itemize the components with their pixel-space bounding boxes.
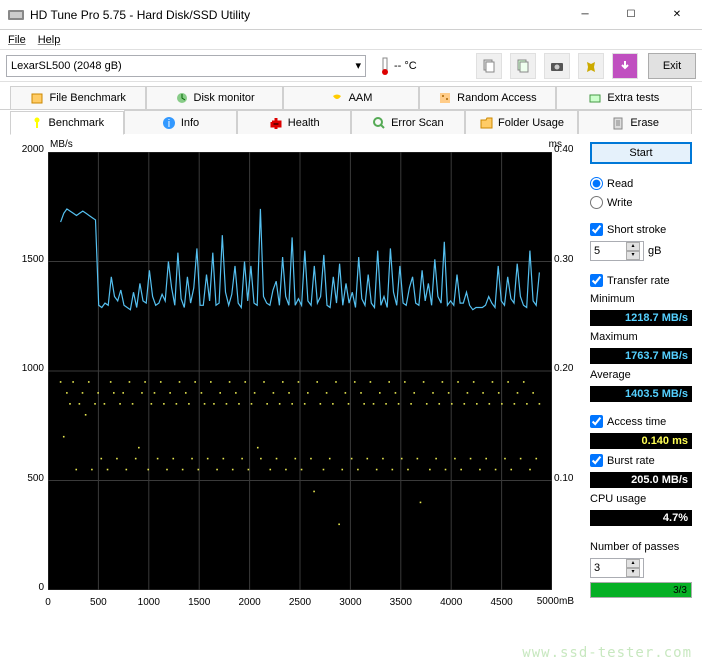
average-label: Average [590, 368, 692, 382]
minimum-value: 1218.7 MB/s [590, 310, 692, 326]
titlebar: HD Tune Pro 5.75 - Hard Disk/SSD Utility… [0, 0, 702, 30]
camera-icon [549, 58, 565, 74]
average-value: 1403.5 MB/s [590, 386, 692, 402]
spin-up-icon[interactable]: ▴ [626, 559, 640, 568]
y-axis-left-label: MB/s [50, 139, 73, 150]
app-icon [8, 7, 24, 23]
start-button[interactable]: Start [590, 142, 692, 164]
temperature-display: -- °C [378, 56, 417, 76]
minimum-label: Minimum [590, 292, 692, 306]
menubar: File Help [0, 30, 702, 50]
menu-file[interactable]: File [8, 34, 26, 46]
tabs-row-top: File BenchmarkDisk monitorAAMRandom Acce… [0, 86, 702, 110]
cpu-usage-label: CPU usage [590, 492, 692, 506]
maximum-label: Maximum [590, 330, 692, 344]
exit-button[interactable]: Exit [648, 53, 696, 79]
read-radio[interactable]: Read [590, 176, 692, 191]
passes-progress: 3/3 [590, 582, 692, 598]
short-stroke-input[interactable]: 5▴▾ [590, 241, 644, 261]
tab-info[interactable]: iInfo [124, 110, 238, 134]
copy-info-button[interactable] [476, 53, 502, 79]
burst-rate-value: 205.0 MB/s [590, 472, 692, 488]
copy-screenshot-icon [515, 58, 531, 74]
tab-random-access[interactable]: Random Access [419, 86, 555, 109]
thermometer-icon [378, 56, 392, 76]
controls-sidebar: Start Read Write Short stroke 5▴▾ gB Tra… [590, 142, 692, 622]
burst-rate-check[interactable]: Burst rate [590, 453, 692, 468]
benchmark-chart: MB/s ms 20001500100050000.400.300.200.10… [10, 142, 580, 622]
minimize-button[interactable]: ─ [562, 0, 608, 30]
svg-text:i: i [168, 118, 170, 130]
options-icon [583, 58, 599, 74]
spin-up-icon[interactable]: ▴ [626, 242, 640, 251]
save-button[interactable] [612, 53, 638, 79]
save-arrow-icon [617, 58, 633, 74]
maximize-button[interactable]: ☐ [608, 0, 654, 30]
tab-file-benchmark[interactable]: File Benchmark [10, 86, 146, 109]
tab-disk-monitor[interactable]: Disk monitor [146, 86, 282, 109]
tab-folder-usage[interactable]: Folder Usage [465, 110, 579, 134]
access-time-check[interactable]: Access time [590, 414, 692, 429]
maximum-value: 1763.7 MB/s [590, 348, 692, 364]
chevron-down-icon: ▾ [355, 59, 361, 72]
options-button[interactable] [578, 53, 604, 79]
short-stroke-check[interactable]: Short stroke [590, 222, 692, 237]
tab-aam[interactable]: AAM [283, 86, 419, 109]
tab-health[interactable]: Health [237, 110, 351, 134]
tab-benchmark[interactable]: Benchmark [10, 111, 124, 135]
screenshot-button[interactable] [544, 53, 570, 79]
copy-info-icon [481, 58, 497, 74]
drive-select-value: LexarSL500 (2048 gB) [11, 60, 122, 72]
short-stroke-unit: gB [648, 245, 661, 257]
copy-screenshot-button[interactable] [510, 53, 536, 79]
close-button[interactable]: ✕ [654, 0, 700, 30]
tab-erase[interactable]: Erase [578, 110, 692, 134]
chart-area: MB/s ms 20001500100050000.400.300.200.10… [10, 142, 580, 622]
spin-down-icon[interactable]: ▾ [626, 251, 640, 260]
passes-label: Number of passes [590, 540, 692, 554]
menu-help[interactable]: Help [38, 34, 61, 46]
temperature-value: -- °C [394, 60, 417, 72]
window-title: HD Tune Pro 5.75 - Hard Disk/SSD Utility [30, 8, 562, 22]
spin-down-icon[interactable]: ▾ [626, 568, 640, 577]
tab-error-scan[interactable]: Error Scan [351, 110, 465, 134]
passes-input[interactable]: 3▴▾ [590, 558, 644, 578]
chart-plot [48, 152, 552, 590]
tab-extra-tests[interactable]: Extra tests [556, 86, 692, 109]
transfer-rate-check[interactable]: Transfer rate [590, 273, 692, 288]
drive-select[interactable]: LexarSL500 (2048 gB) ▾ [6, 55, 366, 77]
toolbar: LexarSL500 (2048 gB) ▾ -- °C Exit [0, 50, 702, 82]
cpu-usage-value: 4.7% [590, 510, 692, 526]
access-time-value: 0.140 ms [590, 433, 692, 449]
x-axis-label: 5000mB [537, 596, 574, 607]
write-radio[interactable]: Write [590, 195, 692, 210]
tabs-row-bottom: BenchmarkiInfoHealthError ScanFolder Usa… [0, 110, 702, 134]
watermark: www.ssd-tester.com [522, 645, 692, 661]
